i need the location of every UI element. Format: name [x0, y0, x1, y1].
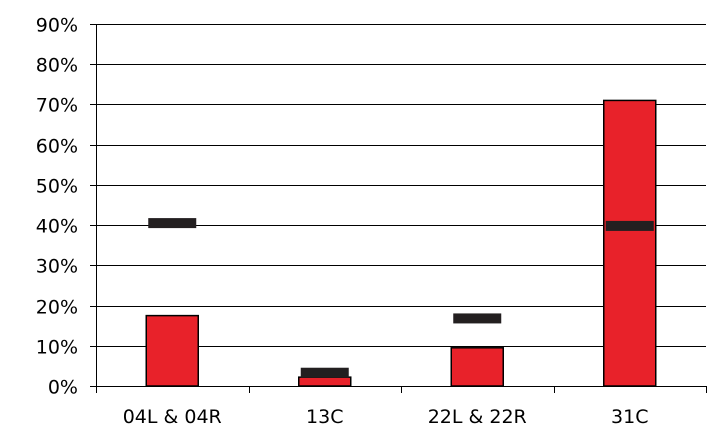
- bar-0: [145, 314, 199, 387]
- y-tick-label: 60%: [36, 136, 78, 158]
- bar-2: [450, 347, 504, 387]
- y-tick-label: 40%: [36, 216, 78, 238]
- bars: [145, 99, 657, 387]
- y-tick-labels: 0% 10% 20% 30% 40% 50% 60% 70% 80% 90%: [36, 15, 78, 399]
- x-tick-label: 13C: [306, 406, 343, 428]
- y-tick-label: 20%: [36, 297, 78, 319]
- y-tick-label: 70%: [36, 95, 78, 117]
- marker-2: [453, 313, 502, 324]
- marker-1: [300, 367, 349, 378]
- y-tick-label: 80%: [36, 55, 78, 77]
- x-tick-label: 04L & 04R: [123, 406, 222, 428]
- gridlines: [96, 24, 706, 347]
- y-tick-label: 30%: [36, 256, 78, 278]
- x-tick-labels: 04L & 04R 13C 22L & 22R 31C: [123, 406, 649, 428]
- axes: [90, 24, 707, 393]
- x-tick-label: 22L & 22R: [428, 406, 527, 428]
- marker-0: [148, 218, 197, 229]
- x-tick-label: 31C: [611, 406, 648, 428]
- bar-3: [603, 99, 657, 387]
- y-tick-label: 90%: [36, 15, 78, 37]
- marker-3: [605, 220, 654, 231]
- bar-1: [298, 376, 352, 387]
- y-tick-label: 0%: [48, 377, 78, 399]
- markers: [148, 218, 654, 378]
- y-tick-label: 50%: [36, 176, 78, 198]
- y-tick-label: 10%: [36, 337, 78, 359]
